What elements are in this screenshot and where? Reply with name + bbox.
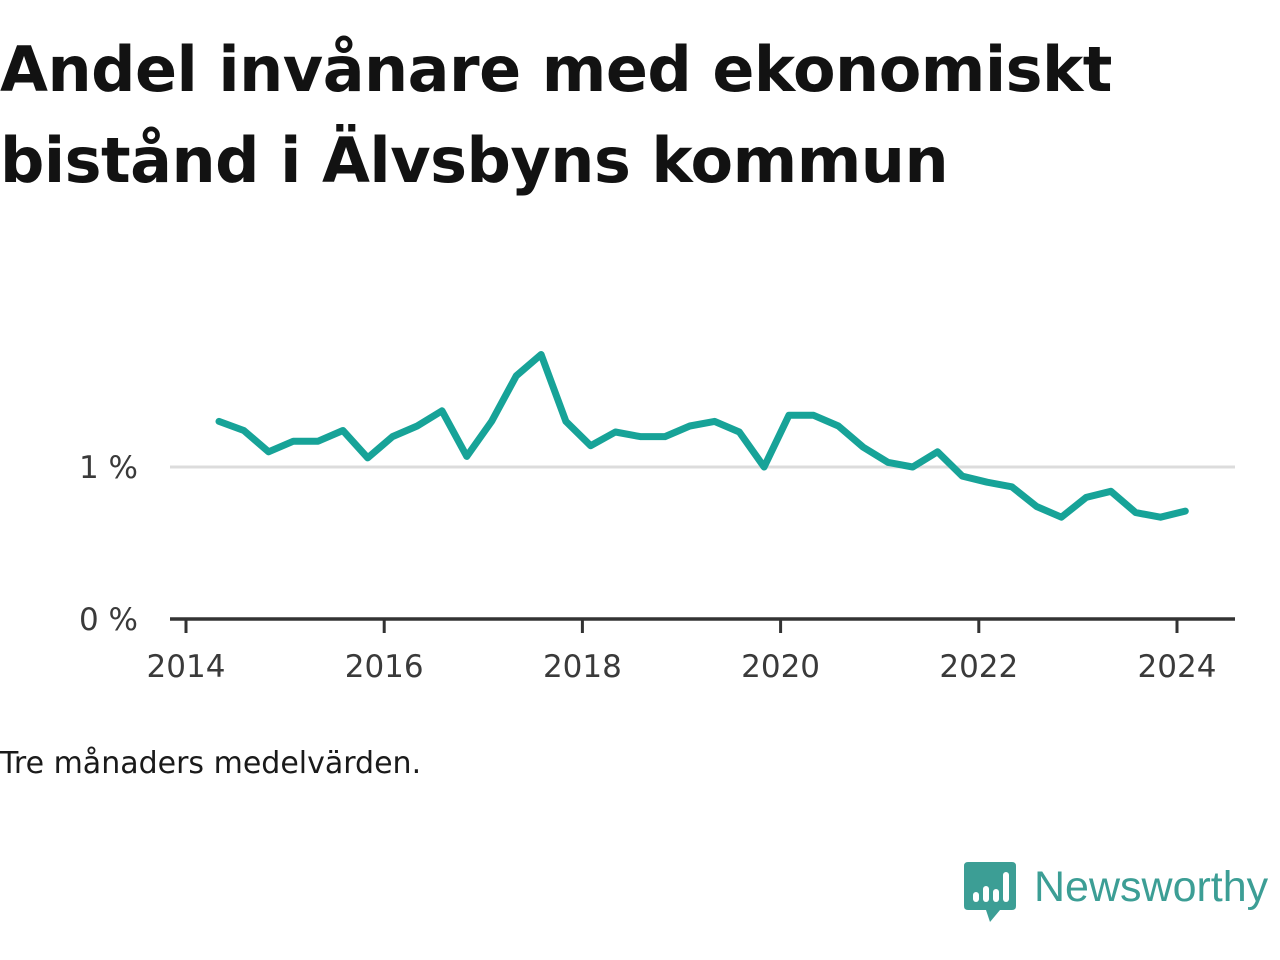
y-axis-labels: 0 % 1 % bbox=[79, 450, 138, 638]
y-tick-label: 1 % bbox=[79, 450, 138, 486]
newsworthy-logo-icon bbox=[964, 862, 1016, 922]
brand-name: Newsworthy bbox=[1034, 863, 1269, 911]
x-tick-label: 2018 bbox=[543, 649, 622, 685]
y-tick-label: 0 % bbox=[79, 602, 138, 638]
chart-title: Andel invånare med ekonomiskt bistånd i … bbox=[0, 33, 1112, 197]
brand: Newsworthy bbox=[964, 862, 1268, 926]
x-tick-label: 2014 bbox=[147, 649, 226, 685]
x-tick-label: 2024 bbox=[1138, 649, 1217, 685]
x-tick-label: 2022 bbox=[939, 649, 1018, 685]
series-line bbox=[215, 351, 1189, 521]
line-chart: 0 % 1 % 2014 2016 2018 2020 2022 2024 bbox=[79, 351, 1235, 685]
data-series bbox=[215, 351, 1189, 521]
x-tick-label: 2020 bbox=[741, 649, 820, 685]
x-tick-label: 2016 bbox=[345, 649, 424, 685]
footnote: Tre månaders medelvärden. bbox=[0, 746, 422, 781]
x-axis: 2014 2016 2018 2020 2022 2024 bbox=[147, 617, 1235, 685]
